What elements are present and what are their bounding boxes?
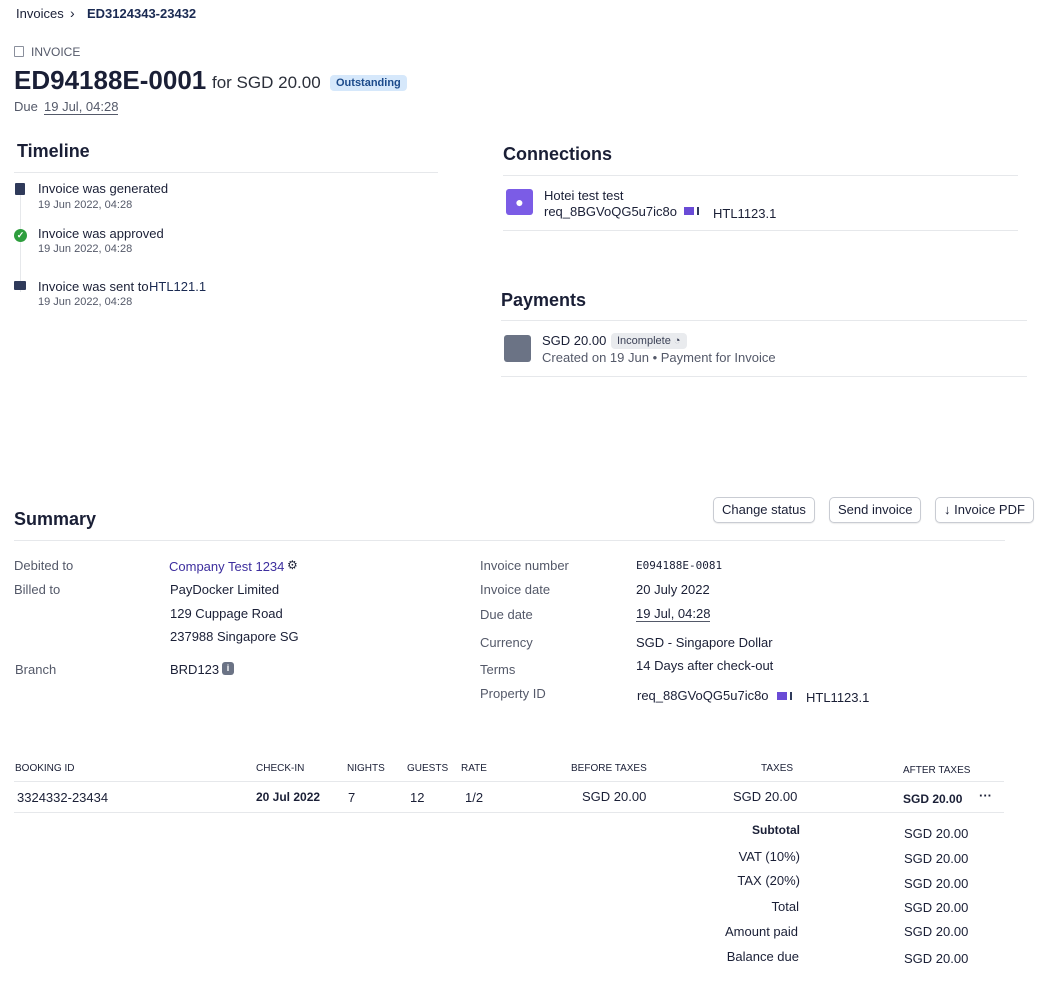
timeline-event-text: Invoice was generated [38,181,169,196]
billed-line: 237988 Singapore SG [170,629,299,644]
terms-label: Terms [480,662,516,677]
invoice-kind: INVOICE [31,45,81,59]
terms-value: 14 Days after check-out [636,658,774,673]
billed-line: 129 Cuppage Road [170,606,283,621]
info-icon[interactable]: i [222,662,234,675]
branch-label: Branch [15,662,57,677]
check-circle-icon: ✓ [14,229,27,242]
cell-rate: 1/2 [465,790,484,805]
timeline-event-text: Invoice was approved [38,226,164,241]
download-icon: ↓ [944,502,951,517]
payment-status: Incomplete [617,335,671,347]
amount-paid-value: SGD 20.00 [904,924,969,939]
debited-link[interactable]: Company Test 1234 [169,559,285,574]
connections-title: Connections [503,144,613,164]
tax-value: SGD 20.00 [904,876,969,891]
summary-title: Summary [14,509,97,529]
total-label: Total [771,899,799,914]
due-date-value[interactable]: 19 Jul, 04:28 [636,606,711,622]
timeline-title: Timeline [17,141,90,161]
property-id-value: req_88GVoQG5u7ic8o [637,688,769,703]
invoice-number-label: Invoice number [480,558,569,573]
change-status-button[interactable]: Change status [713,497,815,523]
payments-title: Payments [501,290,587,310]
subtotal-label: Subtotal [752,823,800,837]
subtotal-value: SGD 20.00 [904,826,969,841]
timeline-event-time: 19 Jun 2022, 04:28 [38,199,133,211]
due-date[interactable]: 19 Jul, 04:28 [44,99,119,115]
cell-booking-id[interactable]: 3324332-23434 [17,790,109,805]
invoice-icon [15,183,25,195]
breadcrumb-invoices[interactable]: Invoices [16,6,64,21]
cell-before-taxes: SGD 20.00 [582,789,647,804]
connection-id: req_8BGVoQG5u7ic8o [544,204,677,219]
breadcrumb-current: ED3124343-23432 [87,6,197,21]
more-options-icon[interactable]: ··· [979,788,992,803]
invoice-pdf-label: Invoice PDF [954,502,1025,517]
vat-label: VAT (10%) [738,849,800,864]
balance-due-value: SGD 20.00 [904,951,969,966]
cell-guests: 12 [410,790,425,805]
total-value: SGD 20.00 [904,900,969,915]
balance-due-label: Balance due [726,949,799,964]
status-badge: Outstanding [330,75,407,91]
col-check-in: CHECK-IN [256,763,305,774]
col-nights: NIGHTS [347,763,385,774]
col-booking-id: BOOKING ID [15,763,75,774]
payment-status-badge: Incomplete ◔ [611,333,687,349]
invoice-amount: for SGD 20.00 [212,73,321,92]
tax-label: TAX (20%) [737,873,800,888]
property-code: HTL1123.1 [806,690,870,705]
mail-icon [14,281,26,290]
debited-label: Debited to [14,558,74,573]
cell-check-in: 20 Jul 2022 [256,790,321,804]
invoice-icon [14,46,24,57]
amount-paid-label: Amount paid [725,924,798,939]
link-icon [681,207,699,215]
currency-value: SGD - Singapore Dollar [636,635,773,650]
invoice-pdf-button[interactable]: ↓ Invoice PDF [935,497,1034,523]
col-after-taxes: AFTER TAXES [903,765,971,776]
invoice-number: ED94188E-0001 [14,65,207,95]
payment-icon [504,335,531,362]
col-taxes: TAXES [761,763,794,774]
due-label: Due [14,99,38,114]
payment-meta: Created on 19 Jun • Payment for Invoice [542,350,776,365]
cell-taxes: SGD 20.00 [733,789,798,804]
billed-line: PayDocker Limited [170,582,280,597]
payment-amount[interactable]: SGD 20.00 [542,333,607,348]
property-id-label: Property ID [480,686,546,701]
cell-after-taxes: SGD 20.00 [903,792,963,806]
currency-label: Currency [480,635,533,650]
branch-value: BRD123 [170,662,220,677]
due-date-label: Due date [480,607,533,622]
user-icon: ● [506,189,533,215]
chevron-right-icon: › [70,5,75,21]
vat-value: SGD 20.00 [904,851,969,866]
billed-label: Billed to [14,582,61,597]
connection-code: HTL1123.1 [713,206,777,221]
col-rate: RATE [461,763,487,774]
timeline-event-text: Invoice was sent to [38,279,149,294]
timeline-event-time: 19 Jun 2022, 04:28 [38,296,133,308]
clock-icon: ◔ [673,335,681,347]
invoice-date-label: Invoice date [480,582,551,597]
col-before-taxes: BEFORE TAXES [571,763,647,774]
send-invoice-button[interactable]: Send invoice [829,497,922,523]
connection-name[interactable]: Hotei test test [544,188,624,203]
cell-nights: 7 [348,790,356,805]
gear-icon[interactable]: ⚙ [287,558,298,572]
timeline-event-time: 19 Jun 2022, 04:28 [38,243,133,255]
col-guests: GUESTS [407,763,449,774]
invoice-number-value: E094188E-0081 [636,559,723,572]
link-icon [774,692,792,700]
invoice-date-value: 20 July 2022 [636,582,710,597]
timeline-event-target[interactable]: HTL121.1 [149,279,207,294]
